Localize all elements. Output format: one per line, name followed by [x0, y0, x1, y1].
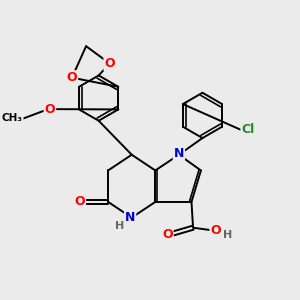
Text: N: N	[174, 147, 184, 160]
Text: O: O	[162, 228, 172, 242]
Text: O: O	[67, 71, 77, 84]
Text: O: O	[45, 103, 55, 116]
Text: CH₃: CH₃	[2, 112, 23, 123]
Text: N: N	[125, 211, 135, 224]
Text: O: O	[104, 57, 115, 70]
Text: Cl: Cl	[242, 123, 255, 136]
Text: H: H	[223, 230, 232, 240]
Text: O: O	[210, 224, 221, 237]
Text: O: O	[74, 195, 85, 208]
Text: H: H	[115, 221, 124, 231]
